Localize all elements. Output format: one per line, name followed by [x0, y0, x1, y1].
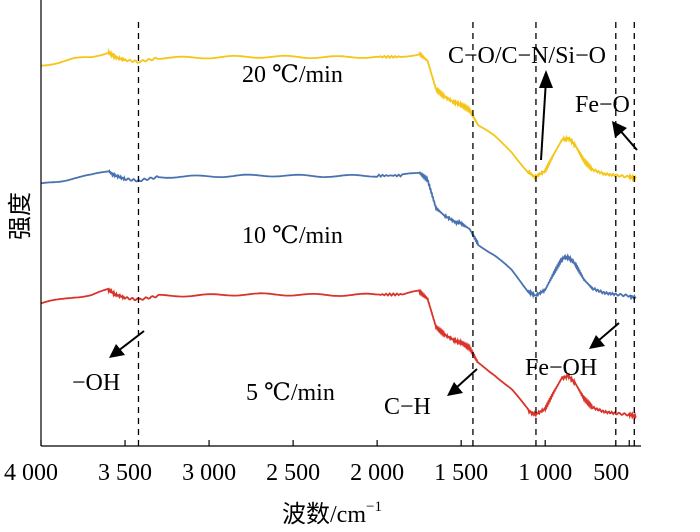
x-tick-label-2: 3 000 — [182, 460, 236, 486]
y-axis-label: 强度 — [7, 192, 34, 240]
x-tick-label-6: 1 000 — [518, 460, 572, 486]
annotation-fe-oh: Fe−OH — [525, 355, 597, 381]
x-axis-label-main: 波数/cm — [282, 501, 366, 528]
arrowhead-c-h — [447, 382, 463, 396]
series-layer — [40, 48, 637, 420]
annotation-fe-o: Fe−O — [575, 92, 630, 118]
marker-line-layer — [137, 22, 635, 446]
x-tick-layer: 4 000 3 500 3 000 2 500 2 000 1 500 1 000 500 — [4, 440, 630, 486]
x-axis-label: 波数/cm−1 — [282, 499, 382, 528]
x-tick-label-5: 1 500 — [434, 460, 488, 486]
arrow-fe-oh — [597, 322, 620, 342]
annotation-arrows — [109, 70, 638, 396]
arrowhead-co-cn-sio — [539, 70, 553, 88]
arrow-c-h — [455, 368, 478, 389]
x-axis-label-sup: −1 — [366, 499, 382, 515]
series-label-5: 5 ℃/min — [246, 380, 335, 406]
annotation-c-h: C−H — [384, 394, 431, 420]
arrow-oh — [117, 330, 145, 352]
x-tick-label-0: 4 000 — [4, 460, 58, 486]
x-tick-label-1: 3 500 — [98, 460, 152, 486]
series-line-0 — [40, 48, 637, 183]
arrow-co-cn-sio — [540, 79, 547, 161]
series-label-20: 20 ℃/min — [242, 62, 343, 88]
annotation-co-cn-sio: C−O/C−N/Si−O — [448, 43, 606, 69]
arrowhead-fe-o — [612, 121, 627, 138]
arrowhead-oh — [109, 344, 125, 358]
series-label-10: 10 ℃/min — [242, 223, 343, 249]
series-line-2 — [40, 287, 637, 420]
annotation-oh: −OH — [72, 370, 120, 396]
series-line-1 — [40, 169, 637, 301]
arrowhead-fe-oh — [589, 335, 605, 349]
x-tick-label-4: 2 000 — [350, 460, 404, 486]
x-tick-label-3: 2 500 — [266, 460, 320, 486]
x-tick-label-7: 500 — [593, 460, 629, 486]
